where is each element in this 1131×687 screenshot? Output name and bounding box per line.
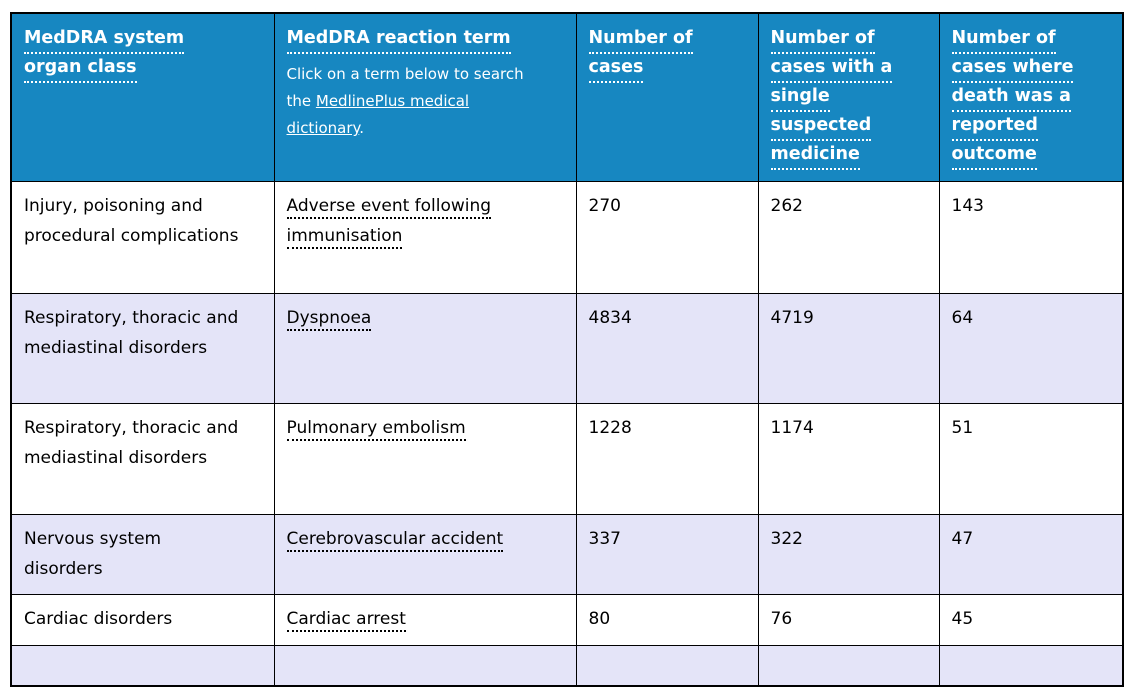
death-outcome-cell: 143	[938, 181, 1124, 294]
adverse-reactions-table: MedDRA system organ class MedDRA reactio…	[10, 12, 1124, 687]
table-header: MedDRA system organ class MedDRA reactio…	[10, 12, 1124, 182]
cases-value: 4834	[588, 308, 632, 328]
single-suspected-value: 4719	[770, 308, 814, 328]
death-outcome-cell: 47	[938, 514, 1124, 595]
single-suspected-value: 322	[770, 529, 803, 549]
reaction-term-cell: Dyspnoea	[273, 293, 577, 404]
reaction-term-link[interactable]: Adverse event following immunisation	[286, 196, 492, 249]
cases-value: 337	[588, 529, 621, 549]
reaction-term-cell: Adverse event following immunisation	[273, 181, 577, 294]
organ-class-cell: Nervous system disorders	[10, 514, 275, 595]
reaction-term-note: Click on a term below to search the Medl…	[287, 61, 527, 142]
header-line[interactable]: Number of	[588, 26, 693, 54]
death-outcome-value: 47	[951, 529, 974, 549]
organ-class-text: Cardiac disorders	[24, 609, 173, 629]
cases-cell: 80	[575, 594, 759, 646]
organ-class-term-link[interactable]: MedDRA system organ class	[24, 26, 266, 83]
single-suspected-cell: 1174	[757, 403, 940, 515]
header-line[interactable]: cases with a	[770, 55, 893, 83]
organ-class-cell: Respiratory, thoracic and mediastinal di…	[10, 293, 275, 404]
column-header-death-outcome: Number of cases where death was a report…	[938, 12, 1124, 182]
cases-cell	[575, 645, 759, 686]
header-line[interactable]: MedDRA system	[24, 26, 185, 54]
cases-cell: 270	[575, 181, 759, 294]
single-suspected-cell: 76	[757, 594, 940, 646]
header-line[interactable]: cases	[588, 55, 644, 83]
death-outcome-value: 64	[951, 308, 974, 328]
column-header-reaction-term: MedDRA reaction term Click on a term bel…	[273, 12, 577, 182]
reaction-term-cell: Pulmonary embolism	[273, 403, 577, 515]
number-of-cases-term-link[interactable]: Number of cases	[588, 26, 750, 83]
single-suspected-cell: 4719	[757, 293, 940, 404]
single-suspected-cell: 322	[757, 514, 940, 595]
cases-value: 80	[588, 609, 611, 629]
column-header-single-suspected: Number of cases with a single suspected …	[757, 12, 940, 182]
table-row-partial	[10, 645, 1124, 686]
cases-value: 1228	[588, 418, 632, 438]
organ-class-cell: Cardiac disorders	[10, 594, 275, 646]
organ-class-text: Respiratory, thoracic and mediastinal di…	[24, 418, 239, 468]
single-suspected-value: 1174	[770, 418, 814, 438]
header-row: MedDRA system organ class MedDRA reactio…	[10, 12, 1124, 182]
header-line[interactable]: single	[770, 84, 830, 112]
reaction-term-cell: Cerebrovascular accident	[273, 514, 577, 595]
organ-class-text: Respiratory, thoracic and mediastinal di…	[24, 308, 239, 358]
death-outcome-cell	[938, 645, 1124, 686]
table-row: Nervous system disorders Cerebrovascular…	[10, 514, 1124, 595]
table-row: Respiratory, thoracic and mediastinal di…	[10, 403, 1124, 515]
single-suspected-term-link[interactable]: Number of cases with a single suspected …	[770, 26, 931, 170]
reaction-term-link[interactable]: Pulmonary embolism	[286, 418, 466, 441]
cases-cell: 1228	[575, 403, 759, 515]
medlineplus-dictionary-link[interactable]: MedlinePlus medical dictionary	[286, 92, 470, 137]
organ-class-text: Nervous system disorders	[24, 529, 162, 579]
table-row: Injury, poisoning and procedural complic…	[10, 181, 1124, 294]
single-suspected-cell	[757, 645, 940, 686]
death-outcome-value: 143	[951, 196, 984, 216]
table-row: Respiratory, thoracic and mediastinal di…	[10, 293, 1124, 404]
table-body: Injury, poisoning and procedural complic…	[10, 181, 1124, 686]
reaction-term-link[interactable]: Cerebrovascular accident	[286, 529, 504, 552]
death-outcome-cell: 51	[938, 403, 1124, 515]
header-line[interactable]: cases where	[951, 55, 1074, 83]
header-line[interactable]: medicine	[770, 142, 860, 170]
organ-class-cell: Injury, poisoning and procedural complic…	[10, 181, 275, 294]
reaction-term-cell	[273, 645, 577, 686]
cases-cell: 337	[575, 514, 759, 595]
organ-class-cell: Respiratory, thoracic and mediastinal di…	[10, 403, 275, 515]
death-outcome-value: 51	[951, 418, 974, 438]
header-line[interactable]: Number of	[951, 26, 1056, 54]
death-outcome-value: 45	[951, 609, 974, 629]
organ-class-cell	[10, 645, 275, 686]
header-line[interactable]: MedDRA reaction term	[286, 26, 511, 54]
column-header-number-of-cases: Number of cases	[575, 12, 759, 182]
adverse-reactions-table-wrap: MedDRA system organ class MedDRA reactio…	[10, 12, 1124, 687]
cases-value: 270	[588, 196, 621, 216]
header-line[interactable]: outcome	[951, 142, 1037, 170]
header-line[interactable]: suspected	[770, 113, 872, 141]
death-outcome-term-link[interactable]: Number of cases where death was a report…	[951, 26, 1115, 170]
header-line[interactable]: reported	[951, 113, 1038, 141]
header-line[interactable]: death was a	[951, 84, 1071, 112]
note-text: .	[359, 119, 365, 137]
table-row: Cardiac disorders Cardiac arrest 80 76 4…	[10, 594, 1124, 646]
cases-cell: 4834	[575, 293, 759, 404]
reaction-term-cell: Cardiac arrest	[273, 594, 577, 646]
single-suspected-cell: 262	[757, 181, 940, 294]
reaction-term-header-link[interactable]: MedDRA reaction term	[286, 26, 568, 54]
header-line[interactable]: Number of	[770, 26, 875, 54]
death-outcome-cell: 64	[938, 293, 1124, 404]
reaction-term-link[interactable]: Dyspnoea	[286, 308, 372, 331]
single-suspected-value: 76	[770, 609, 793, 629]
single-suspected-value: 262	[770, 196, 803, 216]
header-line[interactable]: organ class	[24, 55, 137, 83]
column-header-organ-class: MedDRA system organ class	[10, 12, 275, 182]
death-outcome-cell: 45	[938, 594, 1124, 646]
note-text: Click on a term below to search the	[286, 65, 524, 110]
organ-class-text: Injury, poisoning and procedural complic…	[24, 196, 239, 246]
reaction-term-link[interactable]: Cardiac arrest	[286, 609, 406, 632]
